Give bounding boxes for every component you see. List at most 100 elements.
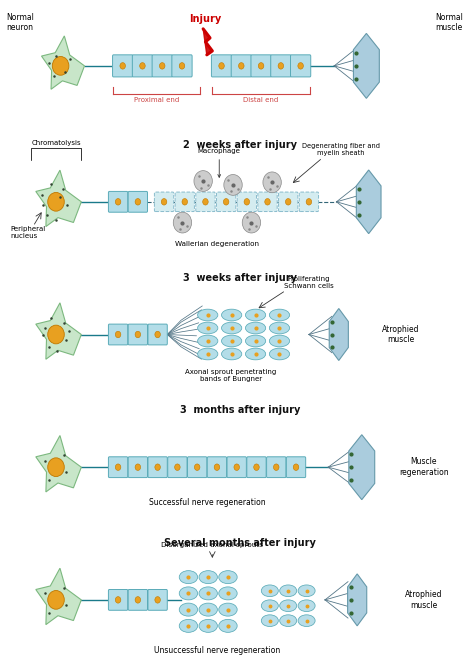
Ellipse shape (263, 172, 281, 193)
Ellipse shape (198, 348, 218, 360)
FancyBboxPatch shape (299, 192, 319, 211)
Ellipse shape (221, 309, 242, 321)
Ellipse shape (280, 615, 297, 626)
Text: Axonal sprout penetrating
bands of Bungner: Axonal sprout penetrating bands of Bungn… (185, 369, 276, 382)
Text: Chromatolysis: Chromatolysis (31, 140, 81, 146)
Text: Normal
neuron: Normal neuron (6, 13, 34, 32)
Ellipse shape (199, 619, 218, 632)
Ellipse shape (269, 322, 290, 334)
Ellipse shape (265, 199, 270, 205)
Ellipse shape (285, 199, 291, 205)
FancyBboxPatch shape (155, 192, 173, 211)
Ellipse shape (234, 464, 239, 470)
Text: Injury: Injury (189, 14, 221, 24)
Ellipse shape (179, 571, 198, 583)
Ellipse shape (179, 63, 185, 69)
Text: Wallerian degeneration: Wallerian degeneration (175, 241, 259, 247)
FancyBboxPatch shape (251, 55, 271, 77)
Ellipse shape (258, 63, 264, 69)
Polygon shape (329, 308, 348, 361)
Ellipse shape (246, 322, 266, 334)
Ellipse shape (161, 199, 167, 205)
Ellipse shape (219, 619, 237, 632)
Ellipse shape (238, 63, 244, 69)
FancyBboxPatch shape (227, 457, 246, 478)
Polygon shape (354, 33, 379, 98)
FancyBboxPatch shape (279, 192, 298, 211)
Ellipse shape (194, 171, 212, 191)
FancyBboxPatch shape (258, 192, 277, 211)
Ellipse shape (174, 464, 180, 470)
Text: Degenerating fiber and
myelin sheath: Degenerating fiber and myelin sheath (302, 143, 380, 157)
Ellipse shape (221, 335, 242, 347)
Ellipse shape (198, 309, 218, 321)
Ellipse shape (273, 464, 279, 470)
FancyBboxPatch shape (196, 192, 215, 211)
Ellipse shape (135, 199, 141, 205)
FancyBboxPatch shape (109, 191, 128, 212)
Ellipse shape (115, 331, 121, 338)
FancyBboxPatch shape (109, 457, 128, 478)
Ellipse shape (261, 585, 278, 597)
Polygon shape (356, 170, 381, 233)
FancyBboxPatch shape (152, 55, 173, 77)
Text: 2  weeks after injury: 2 weeks after injury (183, 140, 297, 150)
Polygon shape (349, 435, 375, 500)
Text: Distal end: Distal end (244, 96, 279, 102)
Ellipse shape (179, 603, 198, 616)
Ellipse shape (269, 309, 290, 321)
Ellipse shape (298, 585, 315, 597)
Ellipse shape (224, 175, 242, 195)
Text: Proximal end: Proximal end (134, 96, 179, 102)
FancyBboxPatch shape (112, 55, 133, 77)
Ellipse shape (261, 600, 278, 611)
FancyBboxPatch shape (128, 457, 147, 478)
FancyBboxPatch shape (168, 457, 187, 478)
Text: Muscle
regeneration: Muscle regeneration (399, 458, 449, 477)
FancyBboxPatch shape (175, 192, 194, 211)
Ellipse shape (135, 331, 141, 338)
Polygon shape (36, 303, 82, 359)
FancyBboxPatch shape (188, 457, 207, 478)
FancyBboxPatch shape (207, 457, 227, 478)
Ellipse shape (280, 585, 297, 597)
Polygon shape (347, 574, 367, 626)
Text: Successful nerve regeneration: Successful nerve regeneration (149, 498, 266, 507)
FancyBboxPatch shape (211, 55, 232, 77)
Ellipse shape (269, 348, 290, 360)
FancyBboxPatch shape (217, 192, 236, 211)
Ellipse shape (155, 331, 160, 338)
Ellipse shape (135, 597, 141, 603)
Ellipse shape (293, 464, 299, 470)
FancyBboxPatch shape (237, 192, 256, 211)
FancyBboxPatch shape (128, 324, 147, 345)
FancyBboxPatch shape (286, 457, 306, 478)
Text: Disorganized axonal sprouts: Disorganized axonal sprouts (161, 542, 264, 548)
FancyBboxPatch shape (109, 324, 128, 345)
Ellipse shape (48, 458, 64, 476)
Ellipse shape (306, 199, 312, 205)
Ellipse shape (261, 615, 278, 626)
Ellipse shape (179, 587, 198, 600)
FancyBboxPatch shape (148, 324, 167, 345)
Polygon shape (42, 36, 84, 89)
Ellipse shape (199, 587, 218, 600)
Ellipse shape (254, 464, 259, 470)
Text: Several months after injury: Several months after injury (164, 538, 316, 548)
Ellipse shape (159, 63, 165, 69)
Text: 3  weeks after injury: 3 weeks after injury (183, 273, 297, 283)
Ellipse shape (280, 600, 297, 611)
FancyBboxPatch shape (148, 589, 167, 610)
FancyBboxPatch shape (109, 589, 128, 610)
Text: Peripheral
nucleus: Peripheral nucleus (10, 227, 46, 240)
FancyBboxPatch shape (148, 457, 167, 478)
Text: Proliferating
Schwann cells: Proliferating Schwann cells (284, 276, 334, 289)
Ellipse shape (298, 615, 315, 626)
Ellipse shape (179, 619, 198, 632)
FancyBboxPatch shape (231, 55, 251, 77)
Ellipse shape (219, 603, 237, 616)
Ellipse shape (120, 63, 126, 69)
Ellipse shape (140, 63, 145, 69)
Ellipse shape (115, 464, 121, 470)
Ellipse shape (214, 464, 219, 470)
